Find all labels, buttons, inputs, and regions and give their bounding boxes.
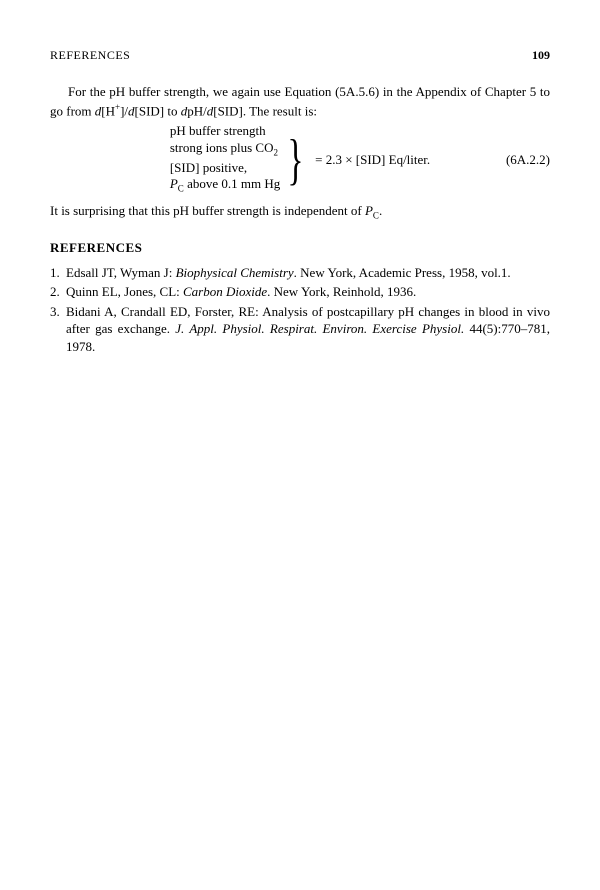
page-container: REFERENCES 109 For the pH buffer strengt… bbox=[0, 0, 600, 407]
p2-text-before: It is surprising that this pH buffer str… bbox=[50, 203, 365, 218]
ref-text: Bidani A, Crandall ED, Forster, RE: Anal… bbox=[66, 303, 550, 356]
p2-period: . bbox=[379, 203, 382, 218]
ref-rest: . New York, Reinhold, 1936. bbox=[267, 284, 416, 299]
eq-cond-line2-sub: 2 bbox=[274, 148, 279, 158]
ref-num: 1. bbox=[50, 264, 66, 282]
paragraph-conclusion: It is surprising that this pH buffer str… bbox=[50, 202, 550, 222]
eq-cond-line1: pH buffer strength bbox=[170, 123, 280, 140]
ref-authors: Edsall JT, Wyman J: bbox=[66, 265, 176, 280]
ref-text: Quinn EL, Jones, CL: Carbon Dioxide. New… bbox=[66, 283, 550, 301]
ref-authors: Quinn EL, Jones, CL: bbox=[66, 284, 183, 299]
references-list: 1. Edsall JT, Wyman J: Biophysical Chemi… bbox=[50, 264, 550, 356]
page-number: 109 bbox=[532, 48, 550, 63]
ref-title: J. Appl. Physiol. Respirat. Environ. Exe… bbox=[175, 321, 464, 336]
paragraph-intro: For the pH buffer strength, we again use… bbox=[50, 83, 550, 119]
running-head-left: REFERENCES bbox=[50, 48, 130, 63]
p1-pHslash: pH/ bbox=[187, 103, 207, 118]
eq-cond-line3: [SID] positive, bbox=[170, 160, 280, 177]
ref-title: Biophysical Chemistry bbox=[176, 265, 294, 280]
equation-number: (6A.2.2) bbox=[506, 152, 550, 168]
page-header: REFERENCES 109 bbox=[50, 48, 550, 63]
curly-brace-icon: } bbox=[288, 132, 304, 188]
reference-item: 1. Edsall JT, Wyman J: Biophysical Chemi… bbox=[50, 264, 550, 282]
reference-item: 3. Bidani A, Crandall ED, Forster, RE: A… bbox=[50, 303, 550, 356]
eq-cond-line4-rest: above 0.1 mm Hg bbox=[184, 176, 280, 191]
equation-conditions: pH buffer strength strong ions plus CO2 … bbox=[170, 123, 280, 195]
p1-SID2: [SID]. The result is: bbox=[213, 103, 317, 118]
eq-cond-line2-pre: strong ions plus CO bbox=[170, 140, 274, 155]
equation-rhs: = 2.3 × [SID] Eq/liter. bbox=[315, 152, 430, 168]
references-heading: REFERENCES bbox=[50, 240, 550, 256]
equation-block: pH buffer strength strong ions plus CO2 … bbox=[50, 123, 550, 195]
ref-title: Carbon Dioxide bbox=[183, 284, 267, 299]
eq-cond-line4: PC above 0.1 mm Hg bbox=[170, 176, 280, 195]
eq-cond-line4-P: P bbox=[170, 176, 178, 191]
ref-num: 3. bbox=[50, 303, 66, 356]
ref-text: Edsall JT, Wyman J: Biophysical Chemistr… bbox=[66, 264, 550, 282]
p2-P: P bbox=[365, 203, 373, 218]
p1-brslash: ]/ bbox=[120, 103, 128, 118]
ref-num: 2. bbox=[50, 283, 66, 301]
ref-rest: . New York, Academic Press, 1958, vol.1. bbox=[294, 265, 511, 280]
reference-item: 2. Quinn EL, Jones, CL: Carbon Dioxide. … bbox=[50, 283, 550, 301]
eq-cond-line2: strong ions plus CO2 bbox=[170, 140, 280, 159]
p1-H: [H bbox=[101, 103, 115, 118]
p1-SID1: [SID] to bbox=[135, 103, 181, 118]
